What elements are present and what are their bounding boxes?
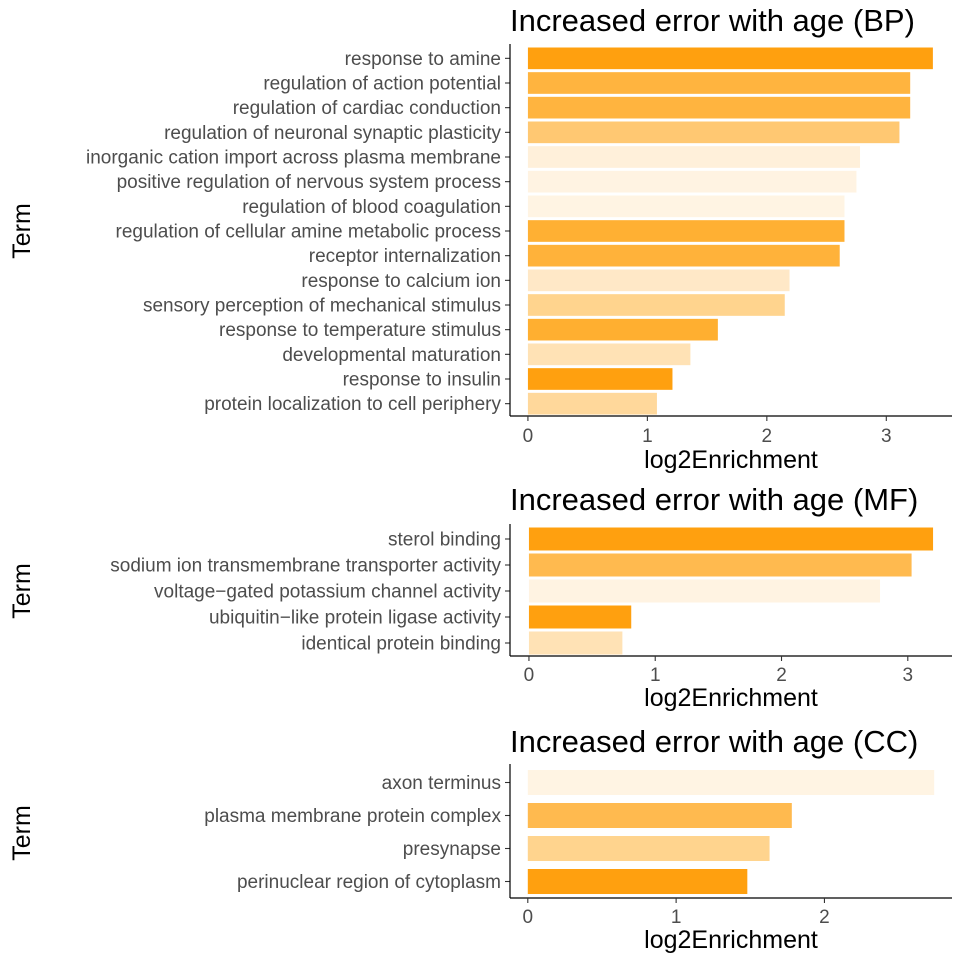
bar: [527, 318, 718, 341]
bar: [527, 803, 792, 828]
bar: [527, 47, 933, 70]
x-tick-label: 1: [650, 665, 661, 686]
y-axis-title: Term: [8, 563, 36, 619]
bar: [528, 631, 623, 655]
term-label: regulation of action potential: [263, 74, 501, 95]
term-label: axon terminus: [382, 773, 501, 794]
term-label: ubiquitin−like protein ligase activity: [209, 608, 502, 629]
chart-panel: Increased error with age (BP) response to…: [8, 3, 952, 474]
term-label: regulation of cardiac conduction: [233, 98, 501, 119]
x-tick-label: 0: [523, 907, 534, 928]
bar: [528, 553, 912, 577]
term-label: regulation of blood coagulation: [242, 197, 501, 218]
bar: [527, 244, 840, 267]
term-label: response to amine: [345, 49, 501, 70]
term-label: regulation of neuronal synaptic plastici…: [164, 123, 501, 144]
chart-panel: Increased error with age (MF) sterol bind…: [8, 482, 952, 712]
chart-title: Increased error with age (MF): [510, 482, 918, 517]
bar: [528, 605, 632, 629]
bar: [527, 836, 770, 861]
term-label: protein localization to cell periphery: [204, 394, 501, 415]
term-label: presynapse: [403, 839, 501, 860]
bar: [527, 220, 845, 242]
bar: [528, 527, 934, 551]
bar: [527, 294, 785, 316]
term-label: developmental maturation: [282, 345, 501, 366]
chart-title: Increased error with age (CC): [510, 724, 918, 759]
term-label: sterol binding: [388, 530, 501, 551]
term-label: response to temperature stimulus: [219, 320, 501, 341]
x-tick-label: 2: [762, 426, 773, 447]
term-label: positive regulation of nervous system pr…: [117, 172, 501, 193]
bar: [527, 146, 861, 168]
term-label: voltage−gated potassium channel activity: [154, 582, 501, 603]
term-label: sodium ion transmembrane transporter act…: [110, 556, 501, 577]
y-axis-title: Term: [8, 203, 36, 259]
x-tick-label: 2: [819, 907, 830, 928]
x-axis-title: log2Enrichment: [644, 684, 818, 712]
y-axis-title: Term: [8, 805, 36, 861]
term-label: receptor internalization: [309, 246, 501, 267]
x-tick-label: 3: [881, 426, 892, 447]
term-label: sensory perception of mechanical stimulu…: [143, 296, 501, 317]
x-tick-label: 1: [642, 426, 653, 447]
term-label: inorganic cation import across plasma me…: [86, 148, 501, 169]
chart-panel: Increased error with age (CC) axon termin…: [8, 724, 952, 954]
bar: [527, 96, 911, 119]
term-label: response to calcium ion: [301, 271, 501, 292]
term-label: plasma membrane protein complex: [204, 806, 501, 827]
bar: [528, 579, 881, 603]
bar: [527, 170, 857, 193]
bar: [527, 121, 900, 144]
x-tick-label: 0: [524, 665, 535, 686]
bar: [527, 368, 673, 390]
x-axis-title: log2Enrichment: [644, 926, 818, 954]
term-label: response to insulin: [343, 370, 501, 391]
term-label: identical protein binding: [301, 634, 501, 655]
bar: [527, 72, 911, 94]
x-tick-label: 2: [776, 665, 787, 686]
term-label: regulation of cellular amine metabolic p…: [116, 222, 501, 243]
bar: [527, 392, 657, 415]
chart-title: Increased error with age (BP): [510, 3, 915, 38]
x-tick-label: 3: [903, 665, 914, 686]
bar: [527, 195, 845, 218]
bar: [527, 869, 748, 894]
bar: [527, 269, 790, 292]
x-axis-title: log2Enrichment: [644, 446, 818, 474]
bar: [527, 770, 935, 795]
term-label: perinuclear region of cytoplasm: [237, 872, 501, 893]
bar: [527, 343, 691, 366]
x-tick-label: 1: [671, 907, 682, 928]
x-tick-label: 0: [523, 426, 534, 447]
